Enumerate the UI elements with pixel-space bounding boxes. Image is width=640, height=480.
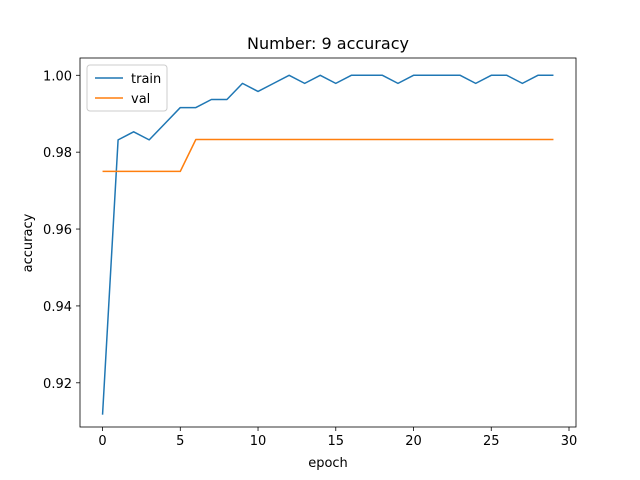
plot-area <box>79 57 577 428</box>
y-axis: 0.92 0.94 0.96 0.98 1.00 <box>43 69 80 392</box>
y-tick-label: 1.00 <box>43 69 72 84</box>
x-tick-label: 20 <box>405 434 422 449</box>
chart-title: Number: 9 accuracy <box>247 34 409 53</box>
x-tick-label: 10 <box>250 434 267 449</box>
x-tick-label: 0 <box>98 434 106 449</box>
y-axis-label: accuracy <box>21 213 36 272</box>
series-line-val <box>102 138 554 173</box>
x-tick-label: 30 <box>561 434 578 449</box>
x-tick-label: 15 <box>328 434 345 449</box>
legend-box <box>86 64 168 112</box>
legend-label-val: val <box>131 92 150 107</box>
y-tick-label: 0.94 <box>43 300 72 315</box>
y-tick-label: 0.98 <box>43 146 72 161</box>
legend: train val <box>86 64 168 112</box>
y-tick-label: 0.96 <box>43 223 72 238</box>
x-tick-label: 5 <box>176 434 184 449</box>
x-axis: 0 5 10 15 20 25 30 <box>98 427 577 449</box>
legend-label-train: train <box>131 72 161 87</box>
series-line-train <box>101 74 554 415</box>
x-axis-label: epoch <box>308 456 348 471</box>
axes-frame <box>79 57 577 428</box>
y-tick-label: 0.92 <box>43 377 72 392</box>
x-tick-label: 25 <box>483 434 500 449</box>
